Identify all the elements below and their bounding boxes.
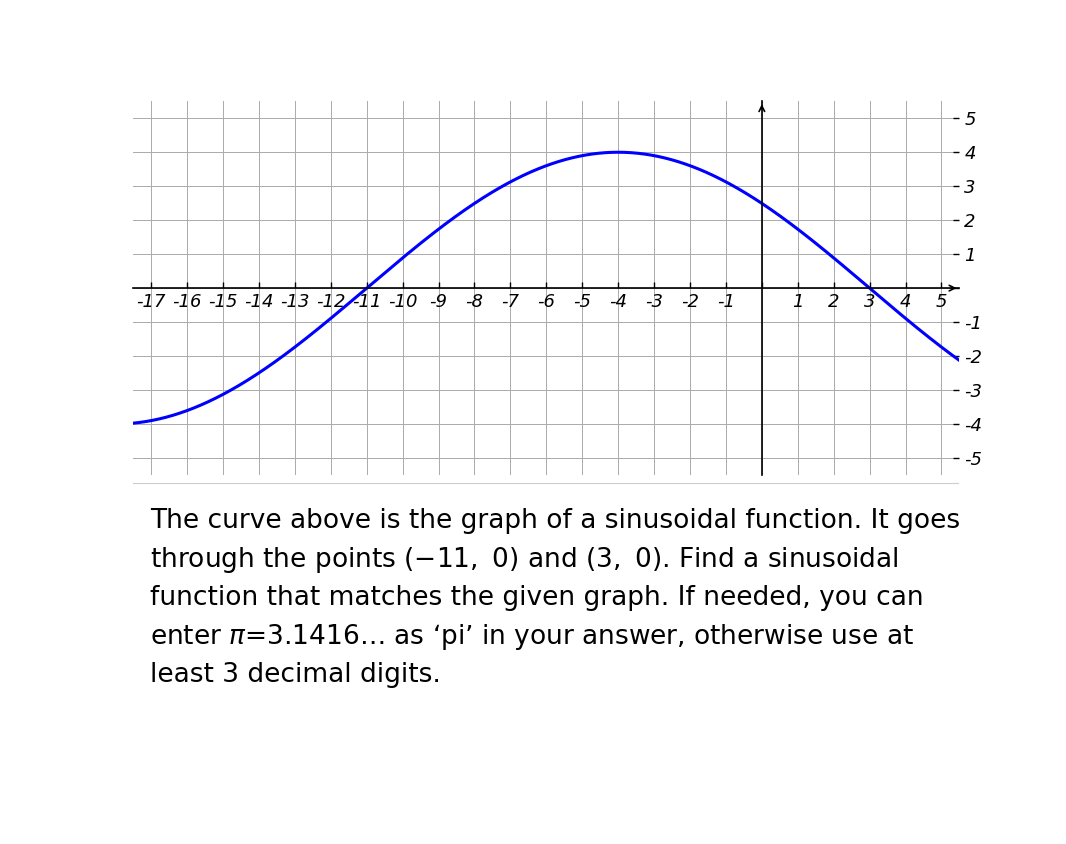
Text: The curve above is the graph of a sinusoidal function. It goes
through the point: The curve above is the graph of a sinuso… <box>149 508 959 688</box>
